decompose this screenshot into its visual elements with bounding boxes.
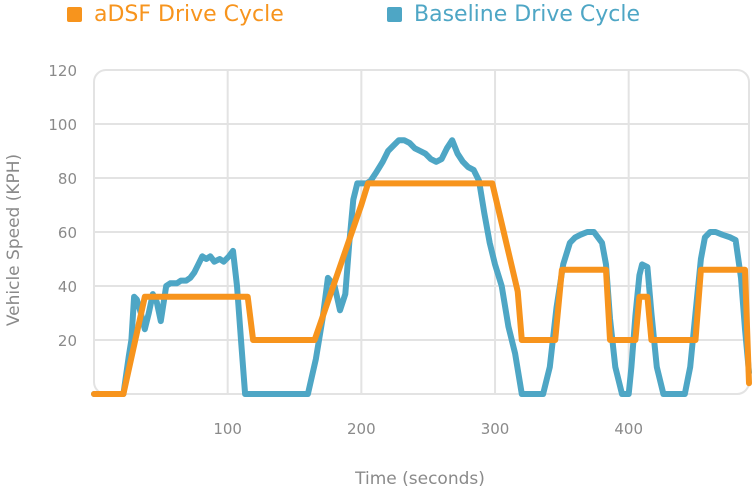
x-tick-label: 100: [213, 420, 242, 438]
x-tick-label: 200: [347, 420, 376, 438]
y-tick-label: 80: [58, 170, 77, 188]
series-layer: [91, 137, 752, 397]
y-tick-label: 40: [58, 278, 77, 296]
legend-swatch-adsf: [67, 7, 82, 22]
y-tick-labels: 20 40 60 80 100 120: [48, 62, 77, 350]
legend-item-adsf: aDSF Drive Cycle: [67, 2, 284, 27]
y-tick-label: 120: [48, 62, 77, 80]
legend: aDSF Drive Cycle Baseline Drive Cycle: [0, 0, 752, 30]
legend-item-baseline: Baseline Drive Cycle: [387, 2, 640, 27]
legend-label-baseline: Baseline Drive Cycle: [414, 2, 641, 27]
legend-swatch-baseline: [387, 7, 402, 22]
legend-label-adsf: aDSF Drive Cycle: [94, 2, 284, 27]
series-line-baseline: [91, 137, 752, 397]
y-axis-title: Vehicle Speed (KPH): [4, 154, 24, 326]
x-tick-label: 300: [481, 420, 510, 438]
grid: [93, 69, 750, 395]
x-tick-label: 400: [614, 420, 643, 438]
x-axis-title: Time (seconds): [354, 469, 485, 489]
y-tick-label: 60: [58, 224, 77, 242]
series-line-adsf: [91, 180, 752, 397]
y-tick-label: 100: [48, 116, 77, 134]
y-tick-label: 20: [58, 332, 77, 350]
x-tick-labels: 100 200 300 400: [213, 420, 643, 438]
